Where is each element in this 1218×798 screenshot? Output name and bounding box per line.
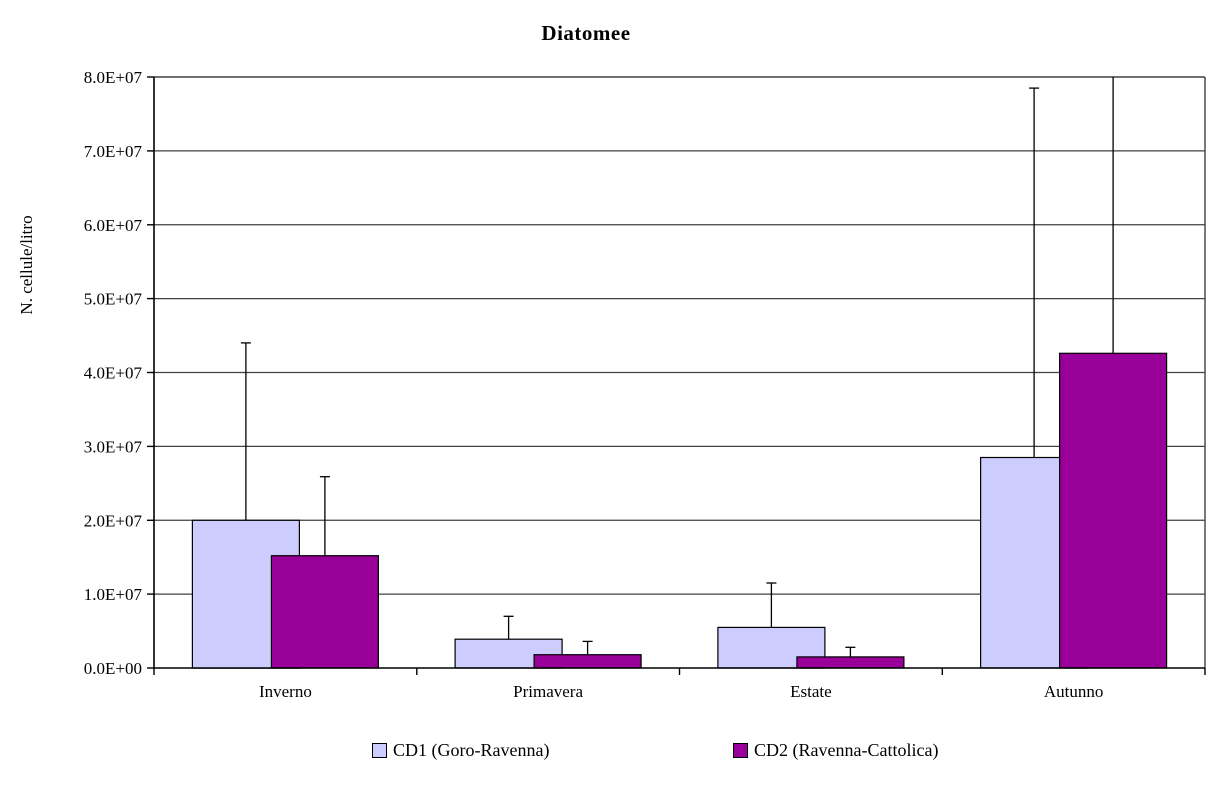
bar-cd2-primavera [533, 654, 642, 669]
y-tick-label: 1.0E+07 [84, 585, 143, 604]
legend-label-cd2: CD2 (Ravenna-Cattolica) [754, 740, 939, 760]
bar-cd2-autunno [1058, 352, 1168, 669]
x-category-label-inverno: Inverno [259, 682, 312, 701]
y-tick-label: 3.0E+07 [84, 437, 143, 456]
x-category-label-autunno: Autunno [1044, 682, 1104, 701]
y-tick-label: 4.0E+07 [84, 363, 143, 382]
legend-item-cd2: CD2 (Ravenna-Cattolica) [733, 740, 938, 761]
legend-swatch-cd1 [372, 743, 387, 758]
y-tick-label: 6.0E+07 [84, 216, 143, 235]
y-tick-label: 7.0E+07 [84, 142, 143, 161]
x-category-label-estate: Estate [790, 682, 832, 701]
y-tick-label: 8.0E+07 [84, 68, 143, 87]
legend-swatch-cd2 [733, 743, 748, 758]
chart-title: Diatomee [541, 21, 631, 45]
y-tick-label: 5.0E+07 [84, 290, 143, 309]
y-tick-label: 0.0E+00 [84, 659, 142, 678]
bar-cd2-estate [796, 656, 905, 669]
legend-label-cd1: CD1 (Goro-Ravenna) [393, 740, 550, 760]
x-category-label-primavera: Primavera [513, 682, 583, 701]
y-tick-label: 2.0E+07 [84, 511, 143, 530]
legend-item-cd1: CD1 (Goro-Ravenna) [372, 740, 549, 761]
bar-cd2-inverno [270, 555, 379, 669]
